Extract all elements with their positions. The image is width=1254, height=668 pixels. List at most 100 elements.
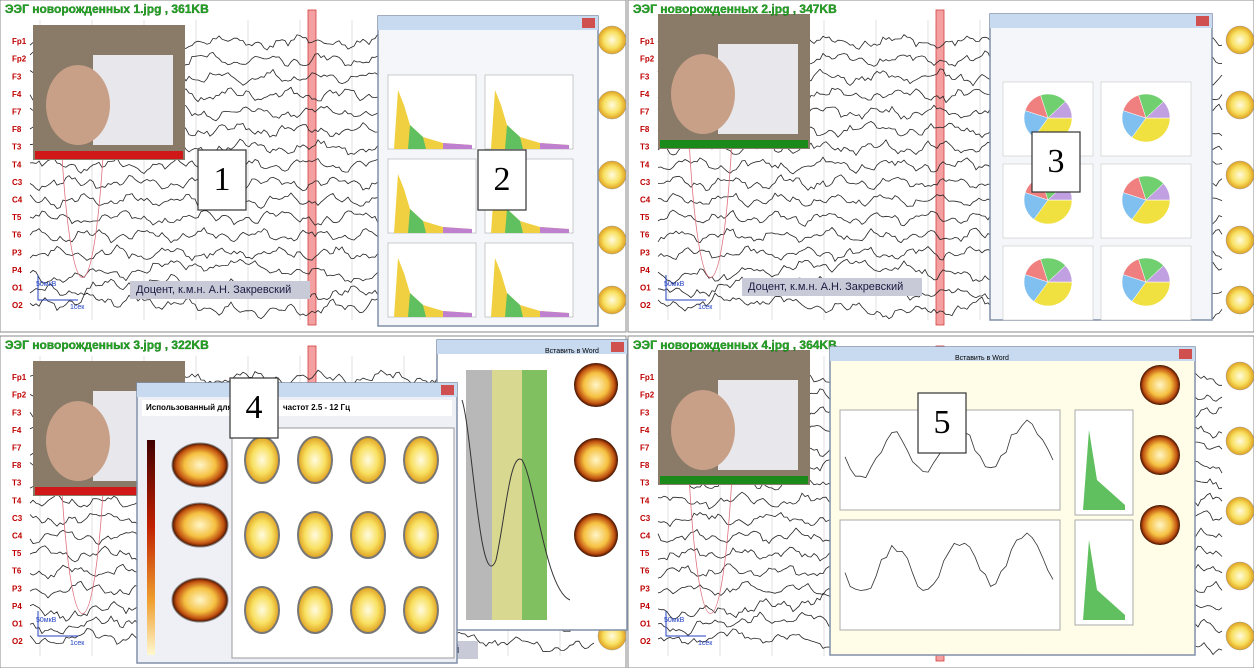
window-close[interactable] (441, 385, 454, 395)
channel-label: T3 (12, 479, 22, 488)
channel-label: C3 (12, 178, 23, 187)
channel-label: P3 (640, 248, 650, 257)
photo-head (46, 401, 110, 481)
photo-bar (660, 140, 808, 148)
topomap (298, 587, 332, 633)
channel-label: F7 (12, 444, 22, 453)
button-label[interactable]: Вставить в Word (545, 348, 599, 355)
topomap (1140, 505, 1180, 545)
channel-label: O1 (640, 284, 651, 293)
channel-label: C3 (640, 178, 651, 187)
topomap (245, 587, 279, 633)
scale-time: 1сек (70, 304, 85, 311)
topomap (351, 587, 385, 633)
topomap (245, 437, 279, 483)
channel-label: F4 (12, 90, 22, 99)
topomap (574, 513, 618, 557)
scale-time: 1сек (698, 304, 713, 311)
topomap-thumb (1226, 497, 1254, 525)
head-map (172, 503, 228, 547)
file-title: ЭЭГ новорожденных 4.jpg , 364KB (633, 338, 837, 352)
channel-label: F3 (640, 72, 650, 81)
channel-label: T6 (640, 231, 650, 240)
heading: Использованный для в (146, 403, 239, 412)
heading-range: частот 2.5 - 12 Гц (283, 403, 350, 412)
window-titlebar (378, 16, 598, 30)
photo-bar (660, 476, 808, 484)
channel-label: O2 (640, 637, 651, 646)
topomap-thumb (1226, 91, 1254, 119)
channel-label: C3 (12, 514, 23, 523)
topomap (1140, 365, 1180, 405)
topomap (1140, 435, 1180, 475)
topomap-thumb (598, 286, 626, 314)
topomap (245, 512, 279, 558)
channel-label: F8 (640, 461, 650, 470)
channel-label: P3 (12, 584, 22, 593)
channel-label: F8 (12, 461, 22, 470)
event-marker (936, 10, 944, 325)
scale-time: 1сек (70, 640, 85, 647)
channel-label: T5 (640, 549, 650, 558)
window-close[interactable] (1179, 349, 1192, 359)
channel-label: P4 (640, 602, 650, 611)
channel-label: T4 (640, 160, 650, 169)
scale-amplitude: 50мкВ (36, 281, 57, 288)
channel-label: O1 (640, 620, 651, 629)
channel-label: C3 (640, 514, 651, 523)
topomap-thumb (1226, 622, 1254, 650)
band-green (522, 370, 547, 620)
channel-label: Fp2 (12, 55, 27, 64)
number-label: 2 (494, 161, 511, 198)
channel-label: F4 (640, 426, 650, 435)
channel-label: T5 (12, 549, 22, 558)
channel-label: T6 (12, 567, 22, 576)
signature: Доцент, к.м.н. А.Н. Закревский (748, 281, 903, 293)
channel-label: O2 (12, 301, 23, 310)
window-close[interactable] (611, 342, 624, 352)
topomap-thumb (1226, 226, 1254, 254)
topomap-thumb (1226, 562, 1254, 590)
channel-label: P4 (12, 602, 22, 611)
channel-label: P4 (12, 266, 22, 275)
photo-head (671, 54, 735, 134)
channel-label: F3 (12, 72, 22, 81)
channel-label: F4 (640, 90, 650, 99)
scale-amplitude: 50мкВ (664, 281, 685, 288)
photo-head (46, 65, 110, 145)
channel-label: F4 (12, 426, 22, 435)
channel-label: Fp2 (12, 391, 27, 400)
window-close[interactable] (582, 18, 595, 28)
file-title: ЭЭГ новорожденных 1.jpg , 361KB (5, 2, 209, 16)
topomap-thumb (598, 161, 626, 189)
topomap-thumb (598, 26, 626, 54)
button-label[interactable]: Вставить в Word (955, 355, 1009, 362)
channel-label: F3 (12, 408, 22, 417)
topomap (298, 512, 332, 558)
topomap (404, 587, 438, 633)
channel-label: T5 (640, 213, 650, 222)
channel-label: T3 (12, 143, 22, 152)
topomap (574, 438, 618, 482)
window-titlebar (137, 383, 457, 397)
topomap (298, 437, 332, 483)
channel-label: F3 (640, 408, 650, 417)
channel-label: T4 (640, 496, 650, 505)
topomap-thumb (1226, 286, 1254, 314)
file-title: ЭЭГ новорожденных 2.jpg , 347KB (633, 2, 837, 16)
channel-label: O2 (12, 637, 23, 646)
channel-label: Fp1 (640, 373, 655, 382)
channel-label: T5 (12, 213, 22, 222)
topomap (574, 363, 618, 407)
topomap (351, 437, 385, 483)
channel-label: T6 (640, 567, 650, 576)
trend-chart (840, 520, 1060, 630)
number-label: 1 (214, 161, 231, 198)
photo-bar (35, 151, 183, 159)
screenshot-collage: Fp1Fp2F3F4F7F8T3T4C3C4T5T6P3P4O1O2ЭЭГ но… (0, 0, 1254, 668)
window-close[interactable] (1196, 16, 1209, 26)
channel-label: T6 (12, 231, 22, 240)
channel-label: Fp2 (640, 391, 655, 400)
number-label: 5 (934, 404, 951, 441)
channel-label: Fp1 (640, 37, 655, 46)
